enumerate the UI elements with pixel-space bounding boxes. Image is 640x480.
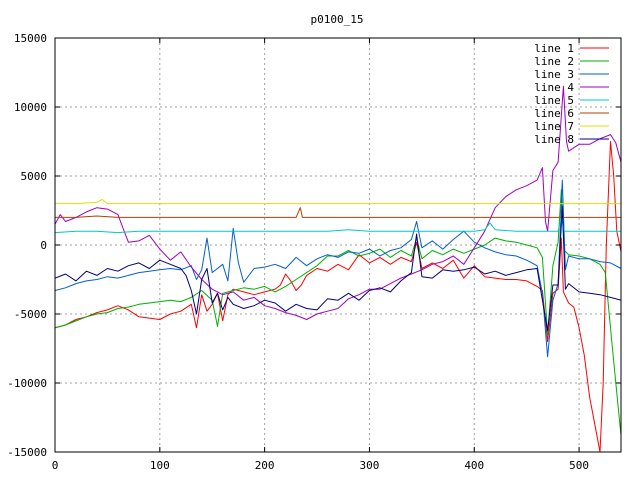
- series-line-1: [55, 141, 621, 452]
- y-tick-label: 0: [40, 239, 47, 252]
- series-line-4: [55, 85, 621, 320]
- ticks: 0 100 200 300 400 500 -15000 -10000 -5000 0 5000 10…: [7, 32, 621, 472]
- series-line-7: [55, 199, 621, 205]
- legend-label-8: line 8: [534, 133, 574, 146]
- x-tick-label: 400: [464, 459, 484, 472]
- y-tick-label: -10000: [7, 377, 47, 390]
- series-line-8: [55, 205, 621, 332]
- x-tick-label: 0: [52, 459, 59, 472]
- series-line-6: [55, 207, 621, 218]
- legend-label-3: line 3: [534, 68, 574, 81]
- x-tick-label: 100: [150, 459, 170, 472]
- y-tick-label: 10000: [14, 101, 47, 114]
- legend-label-5: line 5: [534, 94, 574, 107]
- series-group: [55, 85, 621, 452]
- series-line-5: [55, 216, 621, 234]
- y-tick-label: 15000: [14, 32, 47, 45]
- legend-label-4: line 4: [534, 81, 574, 94]
- x-tick-label: 300: [360, 459, 380, 472]
- y-tick-label: -5000: [14, 308, 47, 321]
- series-line-3: [55, 179, 621, 358]
- legend-label-1: line 1: [534, 42, 574, 55]
- series-line-2: [55, 189, 621, 436]
- y-tick-label: 5000: [21, 170, 48, 183]
- legend-label-6: line 6: [534, 107, 574, 120]
- y-tick-label: -15000: [7, 446, 47, 459]
- x-tick-label: 500: [569, 459, 589, 472]
- x-tick-label: 200: [255, 459, 275, 472]
- legend-label-2: line 2: [534, 55, 574, 68]
- grid: [55, 38, 621, 452]
- chart-title: p0100_15: [311, 13, 364, 26]
- legend-label-7: line 7: [534, 120, 574, 133]
